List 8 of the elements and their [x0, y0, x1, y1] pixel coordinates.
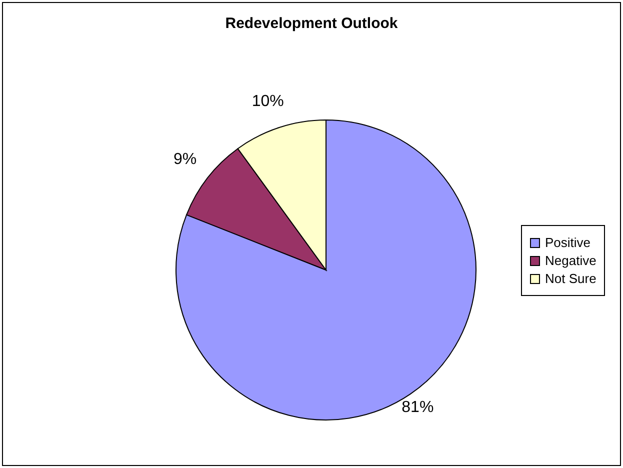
data-label: 81% — [402, 398, 434, 416]
legend-label: Not Sure — [545, 271, 596, 286]
data-label: 9% — [174, 151, 197, 168]
data-label: 10% — [252, 92, 284, 110]
chart-title: Redevelopment Outlook — [224, 15, 399, 32]
legend-label: Positive — [545, 235, 591, 250]
legend-label: Negative — [545, 253, 596, 268]
pie-slice — [176, 120, 476, 420]
